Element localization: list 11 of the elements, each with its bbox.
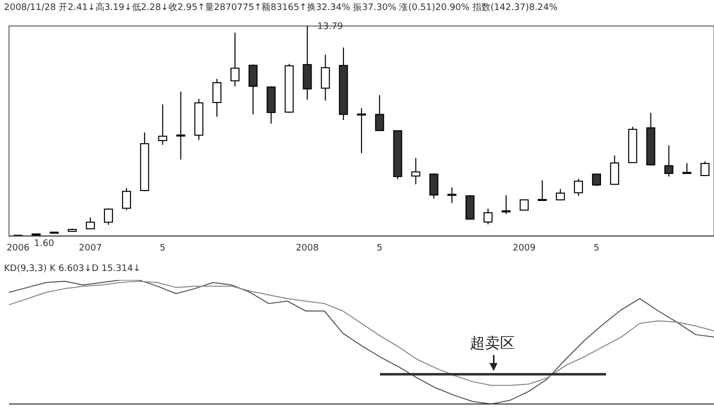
x-tick-label: 2007 — [78, 243, 102, 254]
x-tick-label: 2008 — [296, 243, 319, 254]
chart-title: KD(9,3,3) K 6.603↓D 15.314↓ — [4, 264, 141, 274]
x-tick-label: 5 — [594, 243, 600, 254]
chart-title: 2008/11/28 开2.41↓高3.19↓低2.28↓收2.95↑量2870775↑额83165↑换32.34% 振37.30% 涨(0.51)20.90% 指数(142.37)8.24% — [3, 2, 559, 15]
annotation: 超卖区 — [470, 334, 515, 353]
x-tick-label: 2009 — [512, 243, 536, 254]
x-tick-label: 5 — [376, 243, 382, 254]
text: 1.60 — [34, 239, 54, 249]
x-tick-label: 5 — [160, 243, 166, 254]
x-tick-label: 2006 — [6, 243, 30, 254]
